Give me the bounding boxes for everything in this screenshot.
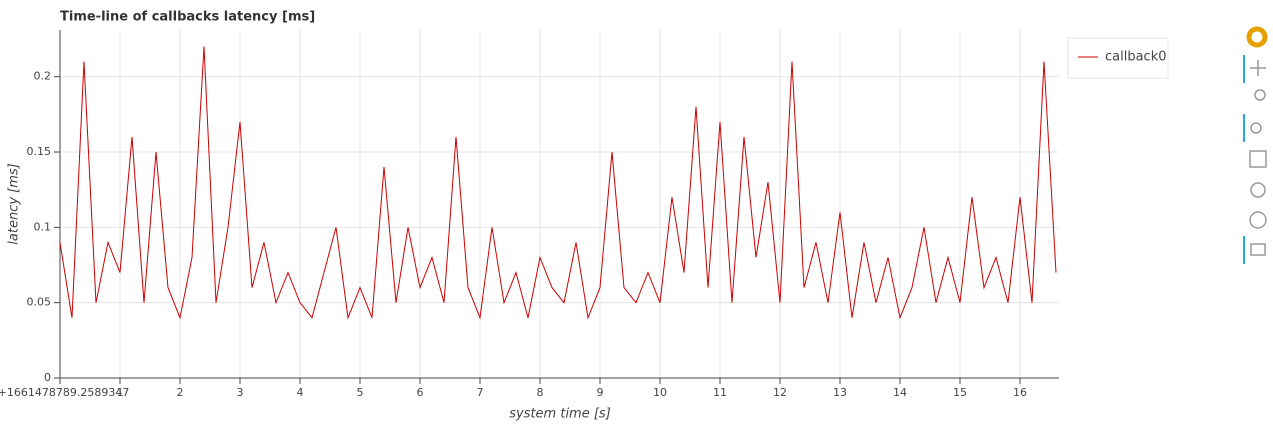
pan-tool[interactable]: [1250, 60, 1266, 76]
grid: [59, 30, 1059, 379]
legend-label: callback0: [1105, 50, 1167, 65]
legend: callback0: [1067, 37, 1169, 79]
y-axis-label: latency [ms]: [7, 163, 22, 244]
x-tick-label: 5: [357, 386, 364, 399]
x-axis-label: system time [s]: [509, 407, 611, 422]
x-tick-label: 6: [417, 386, 424, 399]
save-tool[interactable]: [1249, 150, 1267, 168]
y-tick-label: 0: [44, 371, 51, 384]
wheel-zoom-tool[interactable]: [1250, 122, 1262, 134]
y-tick-label: 0.15: [27, 145, 52, 158]
x-tick-label: 7: [477, 386, 484, 399]
x-tick-label: 2: [177, 386, 184, 399]
x-tick-label: 0+1661478789.2589347: [0, 386, 129, 399]
zoom-tool[interactable]: [1254, 89, 1266, 101]
y-tick-label: 0.1: [34, 220, 52, 233]
x-tick-label: 13: [833, 386, 847, 399]
x-tick-label: 14: [893, 386, 907, 399]
x-tick-label: 16: [1013, 386, 1027, 399]
active-indicator: [1243, 55, 1245, 83]
x-tick-label: 4: [297, 386, 304, 399]
active-indicator: [1243, 236, 1245, 264]
x-tick-label: 15: [953, 386, 967, 399]
hover-tool[interactable]: [1250, 243, 1266, 256]
y-tick-label: 0.2: [34, 70, 52, 83]
reset-tool[interactable]: [1250, 182, 1266, 198]
active-indicator: [1243, 114, 1245, 142]
x-tick-label: 10: [653, 386, 667, 399]
chart-title: Time-line of callbacks latency [ms]: [60, 10, 315, 25]
x-tick-label: 3: [237, 386, 244, 399]
x-tick-label: 1: [117, 386, 124, 399]
x-tick-label: 9: [597, 386, 604, 399]
x-tick-label: 12: [773, 386, 787, 399]
bokeh-logo[interactable]: [1246, 26, 1268, 48]
help-tool[interactable]: [1249, 211, 1267, 229]
legend-box: [1067, 37, 1169, 79]
x-tick-label: 8: [537, 386, 544, 399]
series-line: [59, 46, 1057, 320]
y-tick-label: 0.05: [27, 296, 52, 309]
toolbar: [1243, 26, 1268, 264]
x-tick-label: 11: [713, 386, 727, 399]
